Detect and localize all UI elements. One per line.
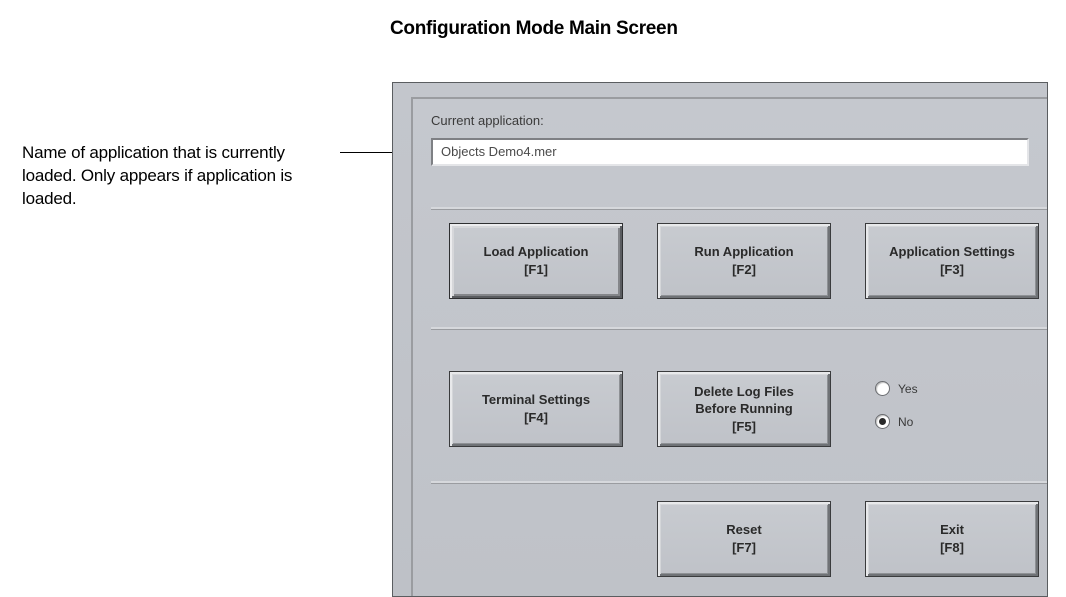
button-row-2: Terminal Settings [F4] Delete Log Files … xyxy=(449,371,1047,447)
button-fkey: [F1] xyxy=(524,261,548,279)
divider-3 xyxy=(431,481,1047,484)
current-app-field: Objects Demo4.mer xyxy=(431,138,1029,166)
run-application-button[interactable]: Run Application [F2] xyxy=(657,223,831,299)
button-fkey: [F3] xyxy=(940,261,964,279)
load-application-button[interactable]: Load Application [F1] xyxy=(449,223,623,299)
button-row-1: Load Application [F1] Run Application [F… xyxy=(449,223,1047,299)
radio-icon xyxy=(875,414,890,429)
button-label: Reset xyxy=(726,521,761,539)
config-panel-inner: Current application: Objects Demo4.mer L… xyxy=(411,97,1047,596)
button-row-3: Reset [F7] Exit [F8] xyxy=(449,501,1047,577)
terminal-settings-button[interactable]: Terminal Settings [F4] xyxy=(449,371,623,447)
button-spacer xyxy=(449,501,623,577)
current-app-label: Current application: xyxy=(431,113,1027,128)
annotation-text: Name of application that is currently lo… xyxy=(22,142,342,211)
exit-button[interactable]: Exit [F8] xyxy=(865,501,1039,577)
divider-2 xyxy=(431,327,1047,330)
button-fkey: [F8] xyxy=(940,539,964,557)
button-label: Application Settings xyxy=(889,243,1015,261)
button-label: Exit xyxy=(940,521,964,539)
reset-button[interactable]: Reset [F7] xyxy=(657,501,831,577)
button-fkey: [F4] xyxy=(524,409,548,427)
button-fkey: [F7] xyxy=(732,539,756,557)
delete-log-files-button[interactable]: Delete Log Files Before Running [F5] xyxy=(657,371,831,447)
button-label: Terminal Settings xyxy=(482,391,590,409)
delete-log-radio-group: Yes No xyxy=(875,381,918,429)
button-fkey: [F2] xyxy=(732,261,756,279)
radio-label: No xyxy=(898,415,913,429)
radio-no[interactable]: No xyxy=(875,414,918,429)
button-fkey: [F5] xyxy=(732,418,756,436)
radio-icon xyxy=(875,381,890,396)
divider-1 xyxy=(431,207,1047,210)
config-panel: Current application: Objects Demo4.mer L… xyxy=(392,82,1048,597)
radio-yes[interactable]: Yes xyxy=(875,381,918,396)
application-settings-button[interactable]: Application Settings [F3] xyxy=(865,223,1039,299)
button-label: Run Application xyxy=(694,243,793,261)
radio-dot-icon xyxy=(879,418,886,425)
page-title: Configuration Mode Main Screen xyxy=(390,18,678,40)
radio-label: Yes xyxy=(898,382,918,396)
button-label-2: Before Running xyxy=(695,400,793,418)
button-label: Delete Log Files xyxy=(694,383,794,401)
button-label: Load Application xyxy=(484,243,589,261)
